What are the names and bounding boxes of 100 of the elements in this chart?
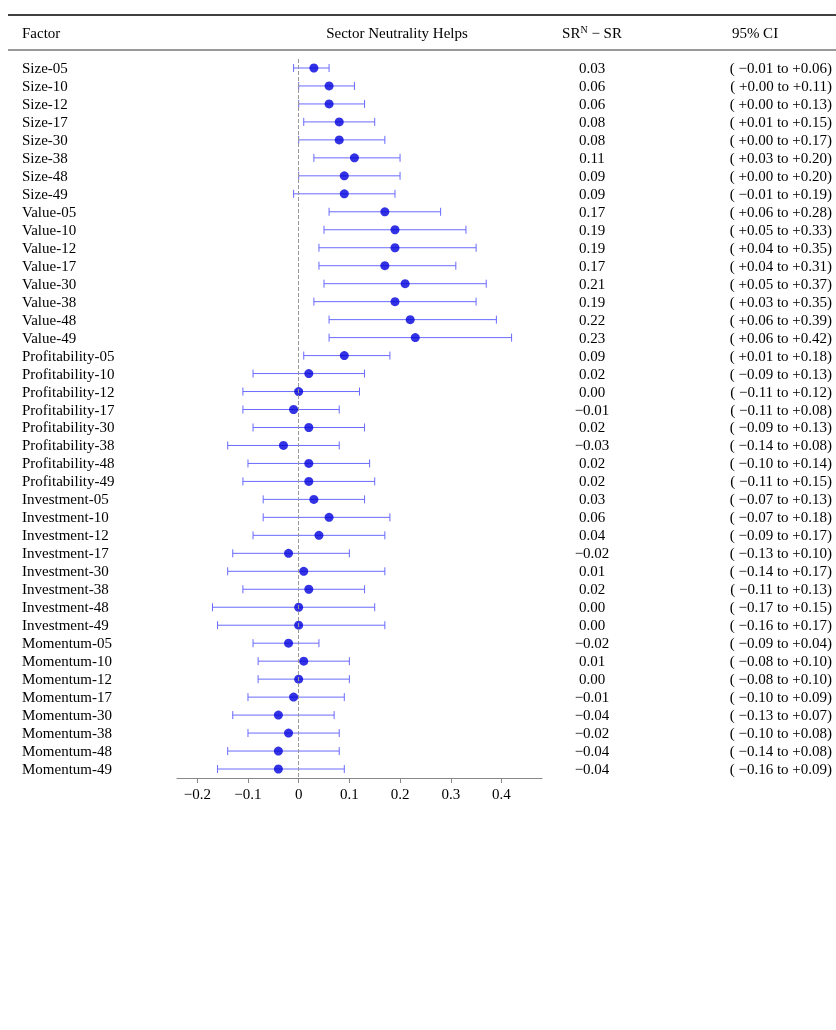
text: ( −0.13 to +0.10): [729, 545, 832, 563]
data-label: 0.06: [578, 95, 606, 112]
point: [309, 494, 319, 504]
y-tick-label: Size-12: [22, 95, 68, 112]
y-tick-label: Investment-17: [22, 545, 110, 562]
data-label: 0.09: [578, 167, 606, 184]
point: [304, 458, 314, 468]
data-label: 0.00: [578, 617, 606, 634]
y-tick-label: Value-05: [22, 203, 77, 220]
y-tick-label: Value-30: [22, 275, 77, 292]
text: ( −0.17 to +0.15): [729, 599, 832, 617]
y-tick-label: Size-05: [22, 59, 68, 76]
data-label: −0.04: [574, 707, 610, 724]
data-label: 0.21: [578, 275, 606, 292]
text: ( −0.14 to +0.08): [729, 437, 832, 455]
y-tick-label: Momentum-17: [22, 689, 113, 706]
y-tick-label: Momentum-05: [22, 635, 112, 652]
text: ( +0.01 to +0.15): [729, 113, 832, 131]
y-tick-label: Investment-48: [22, 599, 109, 616]
y-tick-label: Value-12: [22, 239, 77, 256]
point: [390, 297, 400, 307]
text: ( −0.11 to +0.15): [730, 473, 832, 491]
data-label: −0.04: [574, 761, 610, 778]
data-label: −0.02: [574, 725, 610, 742]
text: ( −0.01 to +0.19): [729, 185, 832, 203]
text: ( +0.06 to +0.28): [729, 203, 832, 221]
y-tick-label: Profitability-10: [22, 365, 115, 382]
data-label: −0.01: [574, 689, 610, 706]
y-tick-label: Size-48: [22, 167, 68, 184]
text: ( +0.05 to +0.33): [729, 221, 832, 239]
point: [278, 440, 288, 450]
point: [400, 279, 410, 289]
y-tick-label: Size-49: [22, 185, 68, 202]
point: [309, 63, 319, 73]
y-tick-label: Value-17: [22, 257, 77, 274]
point: [294, 387, 304, 397]
point: [289, 405, 299, 415]
text: ( +0.00 to +0.11): [730, 77, 832, 95]
y-tick-label: Investment-38: [22, 581, 109, 598]
point: [339, 189, 349, 199]
text: ( +0.03 to +0.35): [729, 293, 832, 311]
text: ( −0.09 to +0.13): [729, 365, 832, 383]
point: [273, 764, 283, 774]
y-tick-label: Investment-12: [22, 527, 109, 544]
point: [380, 261, 390, 271]
text: ( −0.11 to +0.12): [730, 383, 832, 401]
text: ( −0.08 to +0.10): [729, 671, 832, 689]
data-label: 0.00: [578, 671, 606, 688]
data-label: 0.00: [578, 599, 606, 616]
point: [273, 710, 283, 720]
data-label: 0.17: [578, 257, 606, 274]
text: ( −0.09 to +0.17): [729, 527, 832, 545]
data-label: 0.19: [578, 239, 606, 256]
data-label: 0.08: [578, 113, 606, 130]
point: [334, 135, 344, 145]
point: [324, 512, 334, 522]
text: ( −0.11 to +0.08): [730, 401, 832, 419]
data-label: 0.06: [578, 77, 606, 94]
text: ( +0.00 to +0.17): [729, 131, 832, 149]
y-tick-label: Momentum-10: [22, 653, 112, 670]
point: [390, 243, 400, 253]
y-tick-label: Value-38: [22, 293, 77, 310]
data-label: 0.08: [578, 131, 606, 148]
point: [324, 99, 334, 109]
text: ( +0.04 to +0.31): [729, 257, 832, 275]
text: ( −0.09 to +0.04): [729, 635, 832, 653]
data-label: 0.17: [578, 203, 606, 220]
text: ( +0.01 to +0.18): [729, 347, 832, 365]
point: [304, 476, 314, 486]
point: [304, 422, 314, 432]
point: [304, 584, 314, 594]
text: ( −0.11 to +0.13): [730, 581, 832, 599]
point: [299, 656, 309, 666]
text: ( −0.10 to +0.09): [729, 689, 832, 707]
data-label: 0.03: [578, 491, 606, 508]
point: [339, 351, 349, 361]
x-tick-label: −0.1: [234, 785, 262, 802]
point: [339, 171, 349, 181]
point: [294, 620, 304, 630]
point: [314, 530, 324, 540]
point: [284, 638, 294, 648]
text: ( −0.10 to +0.08): [729, 725, 832, 743]
data-label: −0.02: [574, 635, 610, 652]
y-tick-label: Profitability-49: [22, 473, 115, 490]
text: ( −0.10 to +0.14): [729, 455, 832, 473]
text: ( −0.16 to +0.09): [729, 761, 832, 779]
text: ( +0.05 to +0.37): [729, 275, 832, 293]
data-label: 0.02: [578, 365, 606, 382]
point: [284, 728, 294, 738]
data-label: −0.02: [574, 545, 610, 562]
y-tick-label: Investment-30: [22, 563, 109, 580]
y-tick-label: Profitability-12: [22, 383, 115, 400]
point: [334, 117, 344, 127]
x-tick-label: −0.2: [183, 785, 211, 802]
text: 95% CI: [731, 25, 779, 41]
text: ( −0.14 to +0.08): [729, 743, 832, 761]
text: ( +0.00 to +0.13): [729, 95, 832, 113]
data-label: 0.23: [578, 329, 606, 346]
y-tick-label: Value-10: [22, 221, 77, 238]
point: [410, 333, 420, 343]
